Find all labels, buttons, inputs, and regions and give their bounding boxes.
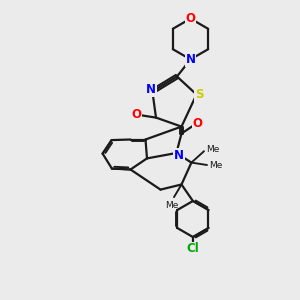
Text: Me: Me bbox=[206, 146, 220, 154]
Text: N: N bbox=[174, 149, 184, 162]
Text: O: O bbox=[185, 12, 196, 25]
Text: Me: Me bbox=[209, 161, 223, 170]
Text: S: S bbox=[195, 88, 204, 101]
Text: Cl: Cl bbox=[187, 242, 199, 256]
Text: N: N bbox=[146, 82, 156, 96]
Text: O: O bbox=[193, 117, 203, 130]
Text: N: N bbox=[185, 53, 196, 66]
Text: Me: Me bbox=[166, 201, 179, 210]
Text: O: O bbox=[131, 108, 142, 121]
